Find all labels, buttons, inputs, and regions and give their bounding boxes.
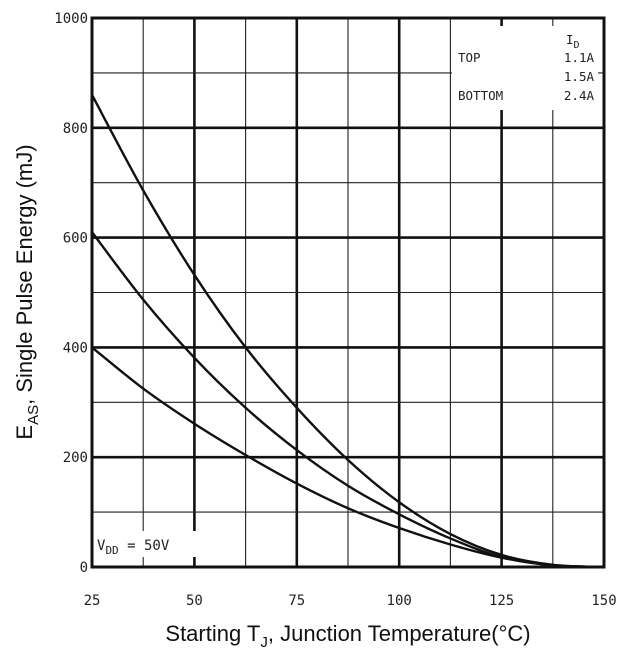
series-curves — [90, 94, 605, 569]
x-tick-label: 125 — [489, 593, 514, 609]
legend-row-middle-current: 1.5A — [564, 69, 595, 84]
y-axis-title: EAS, Single Pulse Energy (mJ) — [12, 144, 42, 439]
legend-row-top-position: TOP — [458, 50, 481, 65]
x-tick-label: 25 — [84, 593, 101, 609]
legend-header-main: I — [566, 32, 574, 47]
vdd-rest: = 50V — [119, 538, 170, 554]
plot-frame — [90, 16, 606, 569]
y-tick-labels: 0 200 400 600 800 1000 — [54, 11, 88, 576]
series-line-2.4A — [91, 346, 605, 569]
legend: ID TOP 1.1A 1.5A BOTTOM 2.4A — [452, 26, 598, 110]
x-axis-title-main: Starting T — [165, 621, 260, 646]
legend-header-sub: D — [574, 40, 580, 51]
legend-row-bottom-position: BOTTOM — [458, 88, 503, 103]
legend-row-bottom-current: 2.4A — [564, 88, 595, 103]
x-axis-title: Starting TJ, Junction Temperature(°C) — [165, 621, 530, 651]
vdd-sub: DD — [105, 544, 118, 557]
vdd-annotation: VDD = 50V — [95, 531, 207, 557]
y-tick-label: 0 — [80, 560, 88, 576]
y-axis-title-sub: AS — [25, 405, 42, 425]
y-tick-label: 1000 — [54, 11, 88, 27]
x-tick-label: 150 — [591, 593, 616, 609]
y-tick-label: 200 — [63, 450, 88, 466]
y-tick-label: 600 — [63, 231, 88, 247]
x-tick-labels: 25 50 75 100 125 150 — [84, 593, 617, 609]
x-tick-label: 100 — [387, 593, 412, 609]
y-axis-title-rest: , Single Pulse Energy (mJ) — [12, 144, 37, 404]
y-tick-label: 800 — [63, 121, 88, 137]
x-tick-label: 75 — [288, 593, 305, 609]
y-axis-title-main: E — [12, 425, 37, 440]
vdd-annotation-text: VDD = 50V — [97, 538, 170, 557]
legend-background — [452, 26, 598, 110]
x-axis-title-sub: J — [260, 634, 268, 651]
x-axis-title-rest: , Junction Temperature(°C) — [268, 621, 531, 646]
vdd-annotation-background — [95, 531, 207, 557]
legend-header: ID — [566, 32, 580, 51]
y-tick-label: 400 — [63, 340, 88, 356]
series-line-1.1A — [90, 94, 605, 569]
vdd-main: V — [97, 538, 106, 554]
grid — [92, 18, 604, 567]
x-tick-label: 50 — [186, 593, 203, 609]
legend-row-top-current: 1.1A — [564, 50, 595, 65]
